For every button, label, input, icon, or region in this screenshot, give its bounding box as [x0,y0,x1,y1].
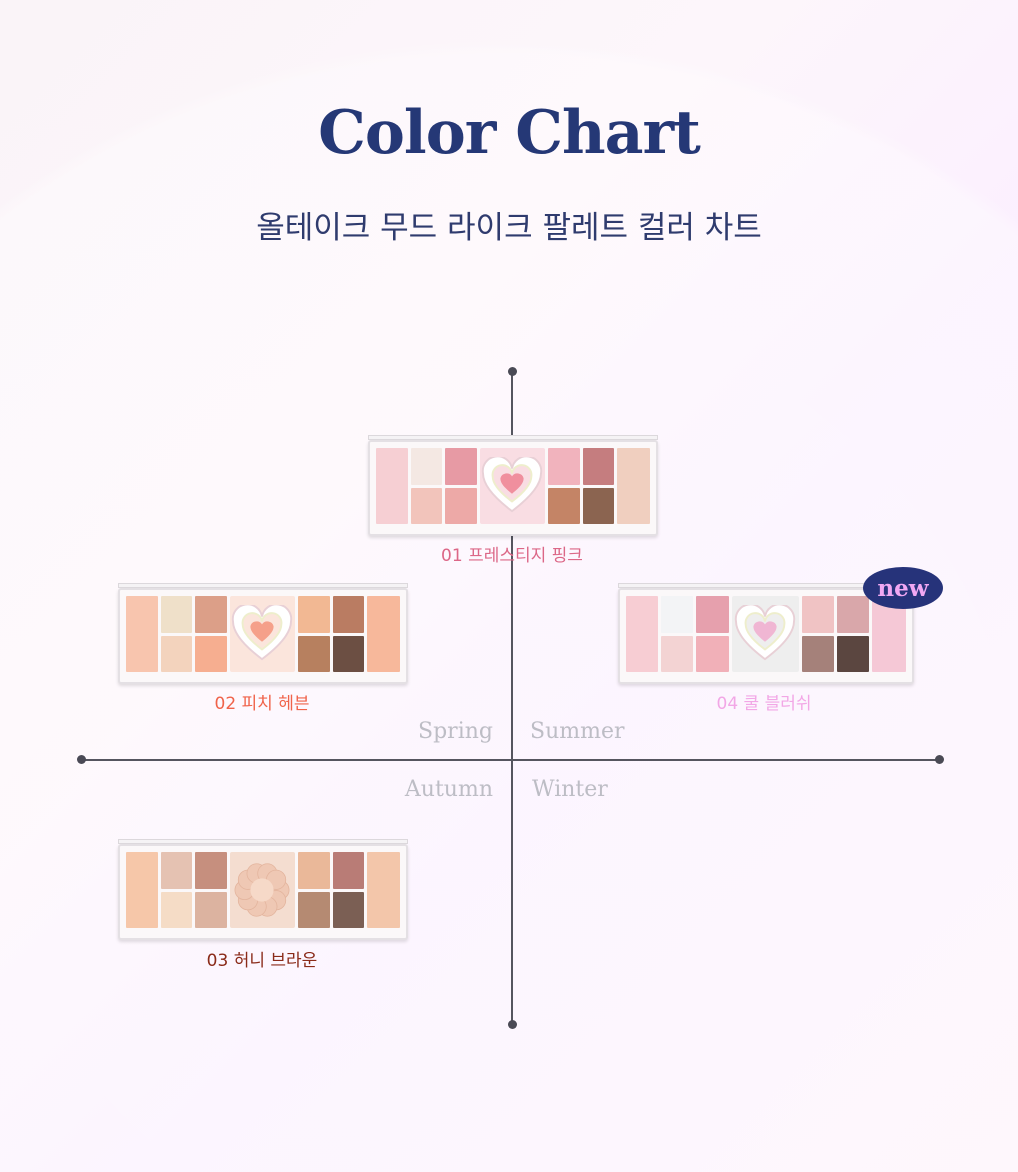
swatch [195,852,227,889]
swatch [661,596,694,633]
palette-04-image [618,583,914,684]
swatch [160,635,192,672]
palette-04-label: 04 쿨 블러쉬 [716,694,812,714]
swatch [298,852,330,889]
swatch [195,635,227,672]
swatch [837,635,870,672]
axis-endpoint-right [935,755,944,764]
swatch [410,448,442,485]
season-summer: Summer [530,719,625,744]
swatch [445,487,477,524]
palette-03-image [118,839,408,940]
season-autumn: Autumn [404,777,493,802]
palette-lid [118,839,408,844]
swatch [801,596,834,633]
axis-endpoint-top [508,367,517,376]
swatch [548,448,580,485]
swatch [661,635,694,672]
season-spring: Spring [418,719,493,744]
heart-icon [229,596,296,672]
season-winter: Winter [532,777,608,802]
swatch [126,596,158,672]
palette-lid [368,435,658,440]
swatch [617,448,650,524]
page-subtitle: 올테이크 무드 라이크 팔레트 컬러 차트 [256,210,762,246]
swatch [801,635,834,672]
swatch [332,635,365,672]
vertical-axis [511,372,513,1025]
swatch [696,596,729,633]
heart-icon [479,448,546,524]
swatch [548,487,580,524]
swatch [160,852,192,889]
swatch [410,487,442,524]
swatch [160,891,192,928]
swatch [445,448,477,485]
palette-03-label: 03 허니 브라운 [206,951,318,971]
swatch [298,635,330,672]
swatch [332,852,365,889]
swatch [298,891,330,928]
palette-02-image [118,583,408,684]
swatch [332,891,365,928]
axis-endpoint-bottom [508,1020,517,1029]
swatch [696,635,729,672]
swatch [837,596,870,633]
palette-01-image [368,435,658,536]
swatch [332,596,365,633]
horizontal-axis [81,759,940,761]
new-badge: new [863,567,943,609]
swatch [195,891,227,928]
swatch [160,596,192,633]
palette-02-label: 02 피치 헤븐 [214,694,310,714]
swatch [367,852,400,928]
swatch [626,596,659,672]
heart-icon [731,596,799,672]
page-title: Color Chart [318,98,701,168]
palette-01-label: 01 프레스티지 핑크 [441,546,583,566]
flower-icon [229,852,296,928]
swatch [582,487,615,524]
swatch [126,852,158,928]
axis-endpoint-left [77,755,86,764]
swatch [298,596,330,633]
palette-lid [118,583,408,588]
swatch [582,448,615,485]
swatch [195,596,227,633]
swatch [376,448,408,524]
swatch [367,596,400,672]
